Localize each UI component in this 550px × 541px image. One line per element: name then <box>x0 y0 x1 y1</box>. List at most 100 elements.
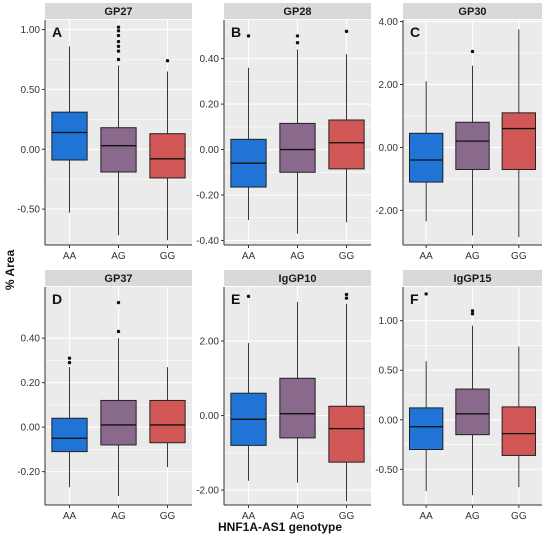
y-tick-label: 0.00 <box>200 411 220 422</box>
outlier-point <box>165 58 170 63</box>
x-tick-label: GG <box>511 511 527 522</box>
outlier-point <box>116 33 121 38</box>
iqr-box <box>51 417 88 453</box>
panel-a: GP27 -0.50 0.00 0.50 1.00 AA AG GG A <box>17 3 192 262</box>
iqr-box <box>328 119 365 170</box>
y-tick-label: 4.00 <box>379 17 399 28</box>
y-tick-label: 0.00 <box>200 145 220 156</box>
y-tick-label: 0.20 <box>200 100 220 111</box>
facet-title: GP27 <box>104 6 132 18</box>
panel-d: GP37 -0.20 0.00 0.20 0.40 AA AG GG D <box>17 270 192 522</box>
facet-title: GP37 <box>104 273 132 285</box>
y-tick-label: 0.00 <box>21 145 41 156</box>
x-tick-label: AA <box>63 511 77 522</box>
y-tick-label: 1.00 <box>21 25 41 36</box>
outlier-point <box>67 360 72 365</box>
outlier-point <box>470 49 475 54</box>
iqr-box <box>328 405 365 463</box>
box-gg <box>328 29 365 223</box>
panel-letter: A <box>52 24 62 40</box>
x-tick-label: GG <box>339 511 355 522</box>
outlier-point <box>116 39 121 44</box>
outlier-point <box>116 29 121 33</box>
panel-letter: D <box>52 291 62 307</box>
box-gg <box>501 29 537 238</box>
y-tick-label: -0.40 <box>196 236 219 247</box>
panel-letter: E <box>231 291 240 307</box>
box-gg <box>328 292 365 502</box>
box-gg <box>501 346 537 488</box>
y-tick-label: -0.50 <box>375 465 398 476</box>
box-aa <box>51 356 88 488</box>
facet-strip <box>45 3 192 19</box>
box-aa <box>408 81 444 222</box>
outlier-point <box>116 44 121 49</box>
x-tick-label: AA <box>242 251 256 262</box>
outlier-point <box>295 34 300 38</box>
panel-f: IgGP15 -0.50 0.00 0.50 1.00 AA AG GG F <box>375 270 542 522</box>
x-tick-label: AG <box>465 251 480 262</box>
box-ag <box>279 34 316 234</box>
box-aa <box>408 292 444 492</box>
outlier-point <box>116 25 121 29</box>
iqr-box <box>100 127 137 173</box>
x-tick-label: AG <box>465 511 480 522</box>
iqr-box <box>408 407 444 451</box>
iqr-box <box>100 399 137 446</box>
box-ag <box>455 309 490 496</box>
x-tick-label: GG <box>339 251 355 262</box>
panel-b: GP28 -0.40 -0.20 0.00 0.20 0.40 AA AG GG B <box>196 3 371 262</box>
iqr-box <box>279 377 316 439</box>
outlier-point <box>344 29 349 34</box>
iqr-box <box>455 388 490 436</box>
iqr-box <box>501 406 537 456</box>
box-ag <box>279 301 316 483</box>
x-tick-label: GG <box>160 511 176 522</box>
panel-letter: C <box>410 24 420 40</box>
outlier-point <box>116 57 121 62</box>
y-axis-title: % Area <box>3 250 17 291</box>
outlier-point <box>344 292 349 297</box>
y-tick-label: 2.00 <box>379 80 399 91</box>
outlier-point <box>470 312 475 316</box>
y-tick-label: 0.00 <box>21 423 41 434</box>
x-tick-label: AA <box>419 511 433 522</box>
iqr-box <box>51 111 88 161</box>
facet-strip <box>224 3 371 19</box>
outlier-point <box>246 294 251 299</box>
x-tick-label: AA <box>242 511 256 522</box>
y-tick-label: -2.00 <box>196 486 219 497</box>
iqr-box <box>279 122 316 173</box>
y-tick-label: 0.00 <box>379 143 399 154</box>
outlier-point <box>246 34 251 38</box>
y-tick-label: 0.40 <box>21 334 41 345</box>
x-tick-label: AG <box>290 251 305 262</box>
y-tick-label: 0.50 <box>379 366 399 377</box>
x-axis-title: HNF1A-AS1 genotype <box>218 520 342 534</box>
panel-c: GP30 -2.00 0.00 2.00 4.00 AA AG GG C <box>375 3 542 262</box>
outlier-point <box>116 300 121 305</box>
iqr-box <box>501 112 537 170</box>
outlier-point <box>344 296 349 300</box>
facet-title: GP30 <box>458 6 486 18</box>
facet-title: IgGP10 <box>279 273 317 285</box>
facet-strip <box>45 270 192 286</box>
x-tick-label: AG <box>111 251 126 262</box>
facet-title: IgGP15 <box>454 273 492 285</box>
x-tick-label: GG <box>511 251 527 262</box>
y-tick-label: -0.20 <box>196 191 219 202</box>
x-tick-label: AG <box>111 511 126 522</box>
y-tick-label: -2.00 <box>375 206 398 217</box>
box-aa <box>230 34 267 220</box>
y-tick-label: 0.20 <box>21 378 41 389</box>
facet-strip <box>403 3 542 19</box>
y-tick-label: 0.00 <box>379 415 399 426</box>
box-gg <box>149 58 186 241</box>
box-aa <box>51 46 88 213</box>
y-tick-label: -0.20 <box>17 467 40 478</box>
iqr-box <box>408 132 444 183</box>
panel-letter: B <box>231 24 241 40</box>
x-tick-label: AG <box>290 511 305 522</box>
outlier-point <box>116 329 121 334</box>
x-tick-label: AA <box>63 251 77 262</box>
